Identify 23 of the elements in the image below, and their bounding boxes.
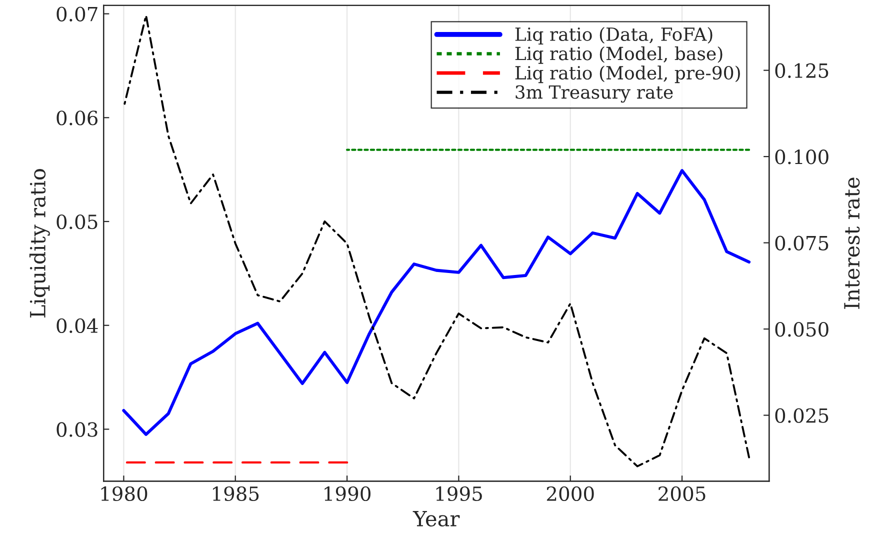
y2-axis-title: Interest rate	[844, 178, 860, 309]
y-tick-label: 0.03	[56, 422, 98, 437]
y2-tick-label: 0.025	[775, 408, 828, 423]
y-tick-label: 0.06	[56, 110, 98, 126]
x-tick-label: 1995	[436, 486, 482, 502]
y2-tick-label: 0.125	[775, 63, 828, 78]
y2-tick-label: 0.075	[775, 236, 828, 250]
legend-label: Liq ratio (Model, pre-90)	[515, 66, 740, 84]
x-axis-title: Year	[412, 511, 460, 527]
legend-label: 3m Treasury rate	[516, 85, 673, 103]
y-axis-title: Liquidity ratio	[29, 169, 50, 318]
y2-tick-label: 0.100	[775, 150, 828, 164]
legend-label: Liq ratio (Model, base)	[515, 46, 722, 64]
x-tick-label: 1985	[213, 486, 259, 502]
x-tick-label: 2000	[546, 486, 594, 502]
y-tick-label: 0.07	[56, 6, 98, 22]
x-tick-label: 1980	[101, 486, 148, 502]
y2-tick-label: 0.050	[775, 322, 828, 337]
x-tick-label: 2005	[658, 486, 706, 502]
legend-label: Liq ratio (Data, FoFA)	[515, 27, 712, 45]
y-tick-label: 0.05	[56, 214, 98, 230]
y-tick-label: 0.04	[56, 318, 98, 334]
x-tick-label: 1990	[324, 486, 370, 502]
